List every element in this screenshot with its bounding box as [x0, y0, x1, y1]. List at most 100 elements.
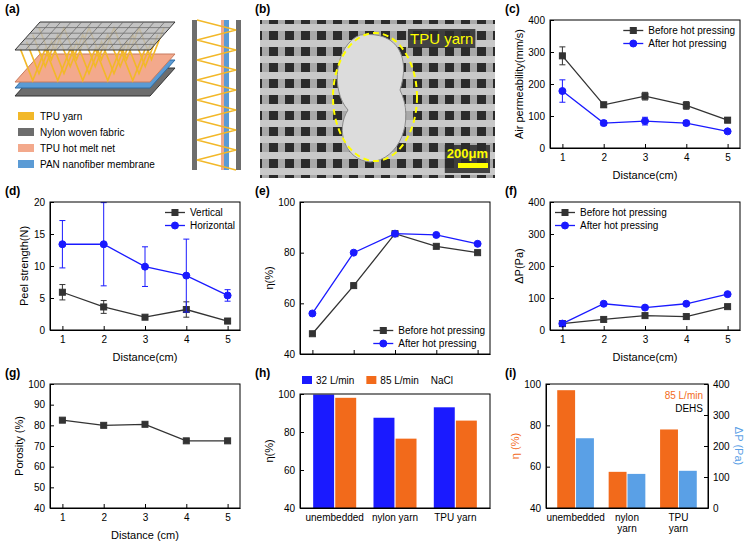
y-tick-label: 40	[284, 503, 296, 514]
x-tick: 2	[601, 326, 607, 345]
y-tick-label: 5	[39, 293, 45, 304]
y-tick-label: 70	[34, 441, 46, 452]
y-tick-mark	[50, 298, 54, 299]
x-tick-mark	[645, 144, 646, 148]
error-bar	[725, 118, 731, 123]
marker	[351, 283, 357, 289]
weave-line	[25, 22, 50, 50]
yarn-blob	[337, 34, 406, 162]
legend-background	[553, 206, 669, 232]
highlight-ellipse	[333, 33, 417, 161]
x-tick	[312, 350, 313, 354]
x-tick: 2	[601, 144, 607, 163]
x-tick-mark	[62, 326, 63, 330]
legend-entry: Before hot pressing	[623, 25, 735, 36]
y-tick: 70	[34, 441, 54, 452]
weave-line	[30, 33, 165, 34]
y-tick: 80	[34, 420, 54, 431]
legend-entry: Horizontal	[165, 220, 235, 231]
x-tick-mark	[104, 326, 105, 330]
plot-frame	[50, 202, 240, 330]
x-tick	[354, 350, 355, 354]
x-axis: 12345	[551, 144, 741, 163]
label-patch	[408, 29, 475, 48]
marker	[142, 421, 148, 427]
y-tick-label: 40	[284, 349, 296, 360]
x-tick-label: 5	[225, 334, 231, 345]
bar	[576, 438, 594, 508]
y-axis-title: η(%)	[263, 439, 275, 462]
y-tick: 90	[34, 399, 54, 410]
marker	[601, 102, 607, 108]
x-tick-label: 4	[684, 334, 690, 345]
error-bar	[225, 290, 231, 302]
section-yarn	[197, 20, 236, 170]
marker	[142, 263, 149, 270]
plot-frame	[550, 202, 740, 330]
legend: VerticalHorizontal	[163, 206, 237, 232]
y-tick-label: 300	[528, 229, 545, 240]
legend: Before hot pressingAfter hot pressing	[371, 324, 487, 350]
y-tick: 5	[39, 293, 54, 304]
marker	[225, 438, 231, 444]
marker	[474, 240, 481, 247]
marker	[59, 241, 66, 248]
yarn-zigzag	[20, 49, 145, 81]
x-tick-label: 4	[184, 512, 190, 523]
marker	[101, 304, 107, 310]
x-tick-mark	[312, 350, 313, 354]
marks	[309, 230, 481, 337]
plot-frame	[546, 384, 708, 508]
weave-line	[140, 22, 165, 50]
marker	[725, 117, 731, 123]
y-tick-label: 90	[34, 399, 46, 410]
scale-label: 200μm	[447, 146, 488, 161]
series-line	[312, 234, 477, 314]
x-tick-mark	[436, 350, 437, 354]
x-tick-label: nylonyarn	[615, 512, 639, 534]
x-tick-label: 2	[101, 512, 107, 523]
x-tick: 5	[725, 144, 731, 163]
y2-tick-mark	[704, 415, 708, 416]
x-tick: 5	[725, 326, 731, 345]
figure: TPU yarnNylon woven fabricTPU hot melt n…	[0, 0, 750, 545]
error-bar	[101, 301, 107, 314]
x-tick-mark	[62, 504, 63, 508]
y-tick-label: 100	[528, 111, 545, 122]
y-tick-mark	[546, 425, 550, 426]
x-tick: 4	[684, 326, 690, 345]
marks	[313, 395, 477, 508]
x-tick-label: 3	[143, 512, 149, 523]
legend-swatch	[18, 128, 34, 136]
x-tick-mark	[604, 144, 605, 148]
y-axis: 05101520	[34, 197, 54, 336]
x-tick: 2	[101, 504, 107, 523]
y-tick-mark	[300, 470, 304, 471]
bar	[373, 418, 394, 508]
y-tick: 60	[34, 461, 54, 472]
x-axis-title: Distance(cm)	[613, 169, 678, 181]
legend-background	[621, 24, 737, 50]
x-tick: 3	[143, 504, 149, 523]
error-bar	[59, 221, 65, 268]
error-bar	[601, 102, 607, 107]
x-tick-mark	[686, 326, 687, 330]
image-ground	[260, 20, 495, 178]
legend-label: Before hot pressing	[648, 25, 735, 36]
error-bar	[683, 102, 689, 110]
legend-entry: After hot pressing	[623, 38, 726, 49]
marker	[683, 314, 689, 320]
y-tick-label: 0	[539, 143, 545, 154]
panel: 12345405060708090100Distance (cm)Porosit…	[13, 379, 241, 541]
legend-label: After hot pressing	[648, 38, 726, 49]
x-tick-mark	[186, 504, 187, 508]
y-tick-mark	[550, 234, 554, 235]
x-tick-label: 5	[225, 512, 231, 523]
x-axis: 12345	[51, 326, 241, 345]
y-tick: 60	[284, 465, 304, 476]
marker	[642, 93, 648, 99]
sem-image: TPU yarn200μm	[260, 20, 495, 178]
x-tick-mark	[395, 350, 396, 354]
y-tick-label: 80	[284, 247, 296, 258]
y-tick-label: 100	[528, 293, 545, 304]
